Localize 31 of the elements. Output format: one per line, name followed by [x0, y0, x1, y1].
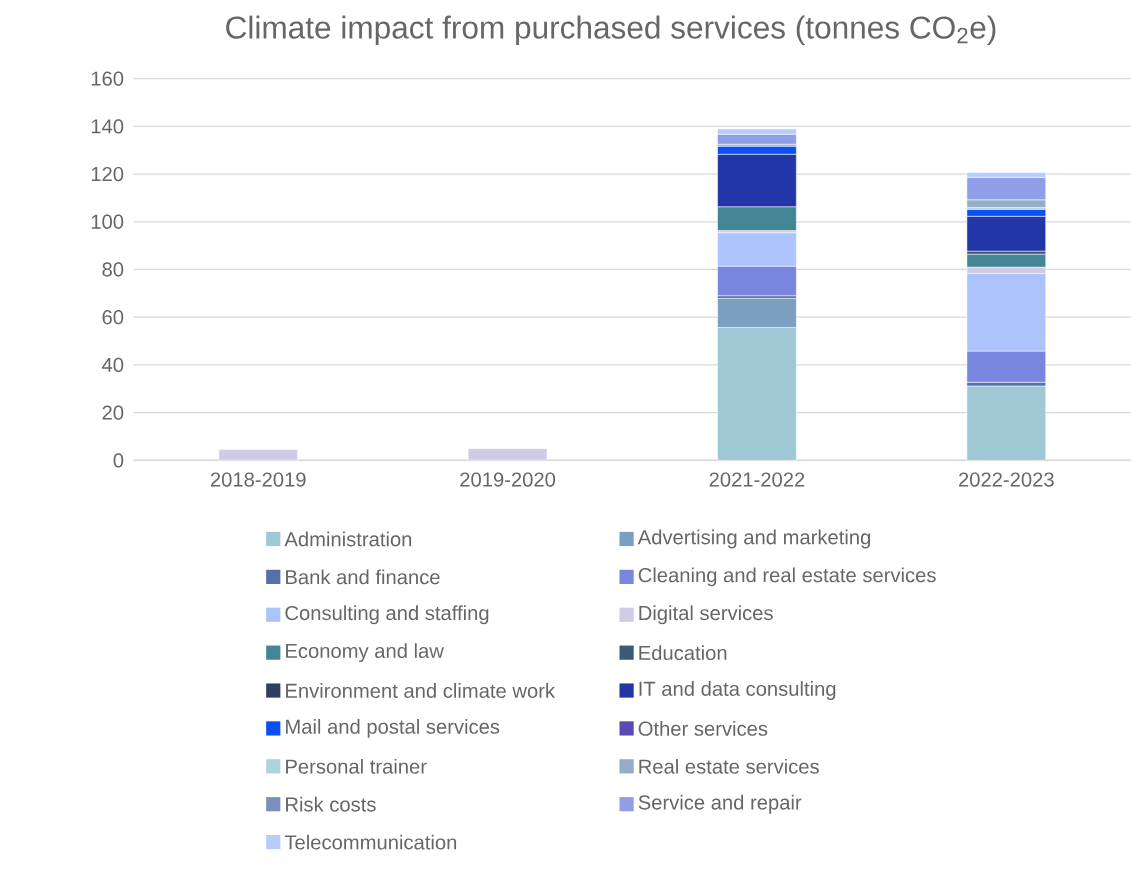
legend-label: Consulting and staffing	[285, 605, 489, 625]
legend-label: Education	[639, 645, 727, 660]
legend-label: Other services	[638, 720, 768, 736]
y-tick-label: 140	[91, 119, 124, 134]
y-tick-label: 60	[102, 309, 124, 325]
x-tick-label: 2019-2020	[460, 472, 556, 487]
x-tick-label: 2022-2023	[959, 472, 1054, 487]
legend-label: IT and data consulting	[639, 681, 836, 700]
legend-label: Risk costs	[286, 796, 376, 812]
x-tick-label: 2021-2022	[709, 472, 805, 487]
x-tick-label: 2018-2019	[210, 472, 306, 487]
legend-label: Real estate services	[639, 758, 819, 774]
y-tick-label: 160	[91, 71, 124, 86]
legend-label: Service and repair	[638, 794, 802, 814]
legend-label: Personal trainer	[286, 758, 427, 774]
legend-label: Cleaning and real estate services	[638, 567, 936, 587]
legend-label: Environment and climate work	[286, 683, 556, 698]
y-tick-label: 120	[91, 166, 124, 182]
legend-label: Digital services	[639, 605, 773, 625]
y-tick-label: 20	[102, 405, 124, 420]
legend-label: Advertising and marketing	[637, 529, 871, 549]
y-tick-label: 0	[113, 453, 124, 468]
chart-title: Climate impact from purchased services (tonnes CO$_{2}$e)	[226, 15, 996, 45]
legend-label: Mail and postal services	[286, 718, 500, 738]
legend-label: Administration	[284, 531, 412, 547]
y-tick-label: 40	[102, 357, 124, 372]
legend-label: Economy and law	[286, 643, 444, 662]
y-tick-label: 80	[102, 262, 124, 277]
legend-label: Telecommunication	[284, 834, 457, 850]
legend-label: Bank and finance	[286, 569, 440, 585]
y-tick-label: 100	[91, 214, 124, 229]
